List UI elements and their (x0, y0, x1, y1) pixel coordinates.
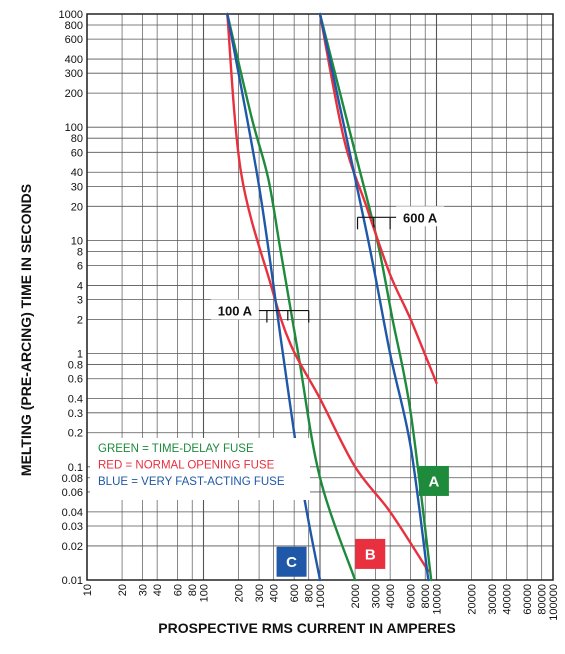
x-tick-label: 80000 (537, 584, 549, 615)
legend-entry: RED = NORMAL OPENING FUSE (98, 460, 275, 472)
x-tick-labels: 10 20 30 40 60 80 100 200 300 400 600 800 1000 2000 30… (82, 584, 560, 621)
badge-label: B (365, 546, 376, 563)
x-tick-label: 4000 (385, 584, 397, 608)
badge-box (418, 465, 449, 496)
y-axis-title: MELTING (PRE-ARCING) TIME IN SECONDS (18, 184, 34, 476)
y-tick-label: 2 (77, 315, 83, 327)
callout-1: 100 A (210, 299, 310, 323)
y-tick-label: 1 (77, 349, 83, 361)
x-tick-label: 100000 (548, 584, 560, 621)
curve-badge-a: A (418, 465, 449, 496)
callout-2: 600 A (356, 206, 445, 230)
y-tick-label: 30 (71, 181, 83, 193)
x-tick-label: 30 (138, 584, 150, 596)
x-tick-label: 10 (82, 584, 94, 596)
x-tick-label: 1000 (315, 584, 327, 608)
x-tick-label: 10000 (432, 584, 444, 615)
y-tick-label: 0.8 (68, 360, 83, 372)
y-tick-label: 0.06 (62, 487, 83, 499)
x-tick-label: 30000 (487, 584, 499, 615)
y-tick-label: 20 (71, 201, 83, 213)
y-tick-label: 8 (77, 246, 83, 258)
y-tick-label: 300 (65, 68, 83, 80)
x-tick-label: 60000 (522, 584, 534, 615)
callout-label-bg (396, 206, 445, 227)
y-tick-labels: 0.01 0.02 0.03 0.04 0.06 0.080.1 0.2 0.3 0.4 0.6 0… (59, 9, 83, 587)
y-tick-label: 0.3 (68, 408, 83, 420)
x-tick-label: 2000 (350, 584, 362, 608)
y-tick-label: 40 (71, 167, 83, 179)
badge-box (276, 546, 307, 577)
legend: GREEN = TIME-DELAY FUSE RED = NORMAL OPEN… (90, 438, 310, 500)
y-tick-label: 10 (71, 235, 83, 247)
x-tick-label: 100 (199, 584, 211, 602)
y-tick-label: 400 (65, 54, 83, 66)
y-tick-label: 4 (77, 280, 83, 292)
y-tick-label: 60 (71, 147, 83, 159)
callout-label: 100 A (218, 304, 253, 319)
fuse-curve-4 (318, 12, 438, 385)
y-tick-label: 200 (65, 88, 83, 100)
x-tick-label: 40000 (502, 584, 514, 615)
y-tick-label: 1000 (59, 9, 83, 21)
fuse-curve-3 (226, 12, 430, 573)
y-tick-label: 0.01 (62, 575, 83, 587)
x-tick-label: 20 (117, 584, 129, 596)
legend-box (90, 438, 310, 500)
curve-badge-c: C (276, 546, 307, 577)
x-tick-label: 80 (187, 584, 199, 596)
y-tick-label: 0.02 (62, 541, 83, 553)
y-tick-label: 800 (65, 20, 83, 32)
x-tick-label: 8000 (420, 584, 432, 608)
y-tick-label: 0.1 (68, 462, 83, 474)
legend-entry: GREEN = TIME-DELAY FUSE (98, 443, 254, 455)
y-tick-label: 80 (71, 133, 83, 145)
x-tick-label: 300 (254, 584, 266, 602)
fuse-curve-1 (226, 12, 357, 582)
x-tick-label: 3000 (371, 584, 383, 608)
x-tick-label: 800 (304, 584, 316, 602)
badge-label: A (428, 473, 439, 490)
current-rating-callouts: 100 A 600 A (210, 206, 445, 323)
y-tick-label: 3 (77, 295, 83, 307)
fuse-curve-6 (318, 12, 430, 582)
x-tick-label: 200 (234, 584, 246, 602)
fuse-curve-2 (318, 12, 433, 582)
y-tick-label: 0.6 (68, 374, 83, 386)
curves (226, 12, 438, 582)
x-tick-label: 400 (269, 584, 281, 602)
y-tick-label: 600 (65, 34, 83, 46)
badge-box (355, 538, 386, 569)
y-tick-label: 0.08 (62, 473, 83, 485)
x-tick-label: 40 (152, 584, 164, 596)
callout-label: 600 A (403, 210, 438, 225)
curve-badge-b: B (355, 538, 386, 569)
y-tick-label: 0.2 (68, 428, 83, 440)
y-tick-label: 100 (65, 122, 83, 134)
x-tick-label: 6000 (406, 584, 418, 608)
y-tick-label: 0.04 (62, 507, 83, 519)
callout-label-bg (210, 299, 259, 320)
y-tick-label: 0.4 (68, 394, 83, 406)
x-tick-label: 600 (289, 584, 301, 602)
fuse-curve-5 (226, 12, 322, 582)
curve-badges: A B C (276, 465, 449, 577)
x-tick-label: 20000 (467, 584, 479, 615)
legend-entry: BLUE = VERY FAST-ACTING FUSE (98, 476, 285, 488)
x-axis-title: PROSPECTIVE RMS CURRENT IN AMPERES (158, 620, 455, 636)
badge-label: C (286, 554, 297, 571)
y-tick-label: 0.03 (62, 521, 83, 533)
x-tick-label: 60 (173, 584, 185, 596)
y-tick-label: 6 (77, 261, 83, 273)
